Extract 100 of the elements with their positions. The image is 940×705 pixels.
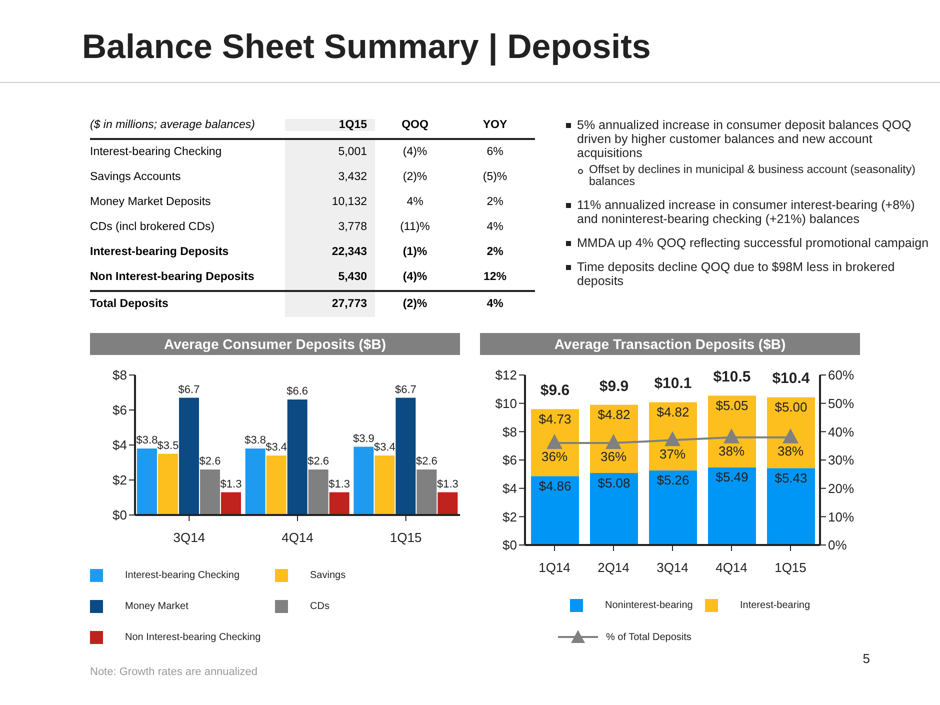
text: 10,132 — [285, 190, 375, 215]
bar — [179, 398, 199, 515]
y-tick-label: $0 — [502, 538, 517, 553]
y2-tick-label: 30% — [828, 452, 854, 468]
x-tick-label: 4Q14 — [282, 530, 314, 546]
chart-title: Average Consumer Deposits ($B) — [90, 333, 460, 355]
x-tick-label: 3Q14 — [173, 530, 206, 546]
text: 3,432 — [285, 165, 375, 190]
data-label: 38% — [718, 444, 745, 459]
data-label: $4.73 — [538, 411, 572, 426]
text: 22,343 — [285, 240, 375, 265]
data-label: $2.6 — [199, 456, 221, 468]
bar — [221, 492, 241, 515]
bar — [590, 473, 638, 545]
legend-label: % of Total Deposits — [606, 632, 692, 642]
bar — [416, 470, 437, 515]
y-tick-label: $6 — [112, 402, 127, 418]
text: CDs (incl brokered CDs) — [90, 220, 216, 235]
data-label: $6.6 — [286, 386, 308, 398]
text: Offset by declines in municipal & business account (seasonality) balances — [589, 164, 916, 188]
category-label: 1Q15 — [285, 119, 375, 131]
x-tick-label: 1Q15 — [774, 560, 806, 576]
data-label: $5.00 — [774, 399, 808, 414]
bar — [649, 402, 697, 470]
data-label: $4.86 — [538, 478, 572, 494]
text: (2)% — [402, 170, 428, 185]
bar — [374, 456, 395, 515]
y-tick-label: $8 — [502, 424, 517, 440]
bar — [708, 467, 756, 545]
text: 6% — [486, 145, 504, 160]
category-label: ($ in millions; average balances) — [90, 119, 256, 131]
data-label: $3.8 — [136, 434, 158, 446]
text: Total Deposits — [90, 297, 170, 312]
text: (5)% — [482, 170, 508, 185]
data-label: $3.9 — [352, 432, 374, 445]
text: 5 — [862, 651, 870, 666]
x-tick-label: 1Q15 — [390, 530, 422, 546]
bar — [767, 468, 815, 545]
text: 4% — [406, 195, 424, 210]
y-tick-label: $2 — [112, 472, 127, 488]
data-label: $6.7 — [394, 384, 416, 396]
text: 4% — [486, 297, 504, 312]
text: 3,778 — [285, 215, 375, 240]
text: Time deposits decline QOQ due to $98M less in brokered deposits — [577, 260, 896, 288]
legend-label: Interest-bearing — [740, 600, 810, 611]
bar — [329, 492, 350, 515]
bar — [245, 448, 266, 515]
total-label: $10.1 — [654, 375, 692, 392]
y-tick-label: $0 — [112, 508, 127, 523]
bar — [708, 396, 756, 468]
bar — [767, 397, 815, 468]
data-label: 37% — [659, 446, 686, 462]
bar — [200, 470, 220, 515]
legend-label: Noninterest-bearing — [605, 600, 693, 611]
y2-tick-label: 40% — [828, 424, 854, 440]
total-label: $9.6 — [540, 382, 570, 400]
x-tick-label: 1Q14 — [538, 560, 570, 576]
y2-tick-label: 10% — [828, 509, 854, 524]
text: Balance Sheet Summary | Deposits — [82, 28, 651, 67]
bar — [266, 456, 286, 515]
data-label: $3.4 — [266, 442, 288, 454]
text: 27,773 — [285, 292, 375, 317]
data-label: $3.4 — [374, 442, 396, 454]
text: 5,001 — [285, 140, 375, 165]
data-label: $5.49 — [716, 469, 748, 484]
text: (4)% — [402, 270, 428, 285]
text: (1)% — [402, 245, 428, 260]
bar — [137, 448, 157, 515]
y-tick-label: $8 — [112, 368, 127, 383]
data-label: $3.5 — [157, 440, 179, 452]
total-label: $10.4 — [772, 370, 810, 388]
legend-label: Savings — [310, 570, 346, 581]
y-tick-label: $10 — [495, 396, 517, 411]
text: 2% — [486, 245, 504, 260]
data-label: $2.6 — [416, 456, 438, 468]
text: Money Market Deposits — [90, 195, 212, 210]
legend-label: Non Interest-bearing Checking — [125, 632, 261, 643]
legend-label: CDs — [310, 601, 330, 612]
total-label: $9.9 — [599, 378, 629, 395]
text: 12% — [482, 270, 508, 285]
text: (11)% — [399, 220, 431, 235]
total-label: $10.5 — [713, 368, 751, 386]
text: 4% — [486, 220, 504, 235]
bar — [287, 400, 308, 515]
y-tick-label: $4 — [112, 438, 127, 453]
bar — [354, 446, 374, 515]
text: 11% annualized increase in consumer interest-bearing (+8%) and noninterest-bearing checking (+21%) balances — [577, 198, 916, 226]
chart-title: Average Transaction Deposits ($B) — [480, 333, 860, 355]
text: Interest-bearing Deposits — [90, 245, 230, 260]
y-tick-label: $4 — [502, 480, 517, 496]
data-label: 38% — [777, 444, 804, 459]
text: 5,430 — [285, 265, 375, 290]
data-label: 36% — [541, 449, 568, 464]
text: Non Interest-bearing Deposits — [90, 270, 256, 285]
bar — [308, 470, 328, 515]
bar — [531, 409, 579, 476]
data-label: $6.7 — [178, 384, 200, 396]
y2-tick-label: 20% — [828, 480, 854, 496]
bar — [649, 470, 697, 545]
text: Interest-bearing Checking — [90, 145, 223, 160]
